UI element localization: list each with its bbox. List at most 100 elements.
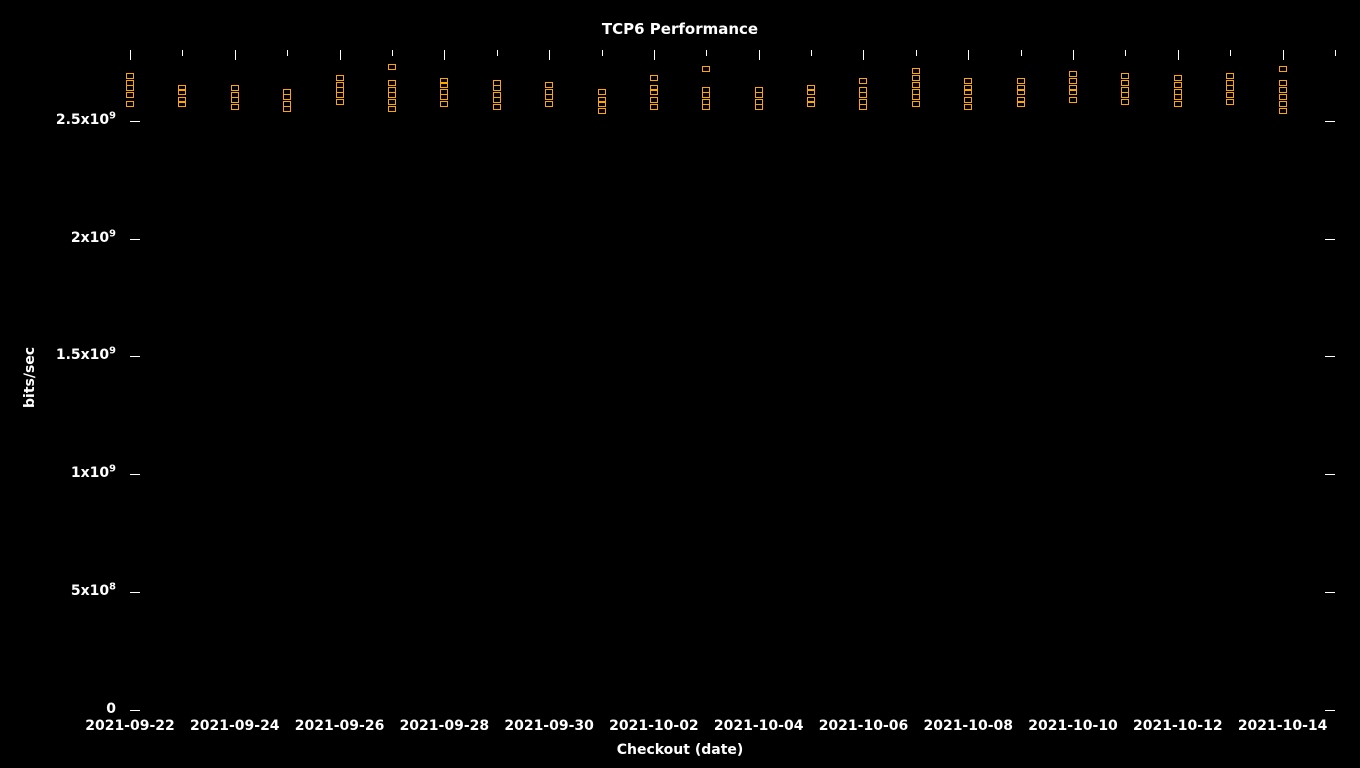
- x-tick-mark-major: [549, 50, 550, 60]
- data-marker: [1226, 80, 1234, 86]
- x-tick-mark-major: [968, 50, 969, 60]
- data-marker: [1069, 85, 1077, 91]
- data-marker: [283, 89, 291, 95]
- data-marker: [126, 80, 134, 86]
- data-marker: [1279, 87, 1287, 93]
- data-marker: [1279, 108, 1287, 114]
- x-tick-label: 2021-10-02: [609, 718, 699, 734]
- y-tick-mark: [130, 356, 140, 357]
- data-marker: [388, 99, 396, 105]
- data-marker: [964, 78, 972, 84]
- data-marker: [440, 89, 448, 95]
- data-marker: [598, 89, 606, 95]
- data-marker: [388, 106, 396, 112]
- y-tick-label: 5x108: [71, 583, 116, 599]
- data-marker: [1279, 101, 1287, 107]
- data-marker: [598, 108, 606, 114]
- data-marker: [1279, 66, 1287, 72]
- data-marker: [859, 87, 867, 93]
- data-marker: [964, 85, 972, 91]
- x-tick-mark-major: [1073, 50, 1074, 60]
- data-marker: [231, 85, 239, 91]
- data-marker: [912, 101, 920, 107]
- data-marker: [178, 85, 186, 91]
- x-tick-mark-minor: [602, 50, 603, 56]
- data-marker: [1069, 78, 1077, 84]
- data-marker: [493, 104, 501, 110]
- data-marker: [126, 92, 134, 98]
- x-tick-label: 2021-09-24: [190, 718, 280, 734]
- x-tick-mark-major: [759, 50, 760, 60]
- data-marker: [1279, 80, 1287, 86]
- data-marker: [1017, 78, 1025, 84]
- data-marker: [493, 92, 501, 98]
- data-marker: [231, 104, 239, 110]
- x-tick-mark-minor: [706, 50, 707, 56]
- data-marker: [702, 99, 710, 105]
- data-marker: [859, 78, 867, 84]
- data-marker: [650, 104, 658, 110]
- data-marker: [1069, 97, 1077, 103]
- y-tick-mark: [130, 474, 140, 475]
- data-marker: [440, 101, 448, 107]
- y-tick-mark-right: [1325, 239, 1335, 240]
- x-tick-mark-major: [863, 50, 864, 60]
- data-marker: [1121, 87, 1129, 93]
- data-marker: [545, 89, 553, 95]
- chart-title: TCP6 Performance: [0, 20, 1360, 38]
- x-tick-label: 2021-10-12: [1133, 718, 1223, 734]
- x-tick-mark-major: [130, 50, 131, 60]
- x-tick-mark-minor: [916, 50, 917, 56]
- data-marker: [702, 66, 710, 72]
- x-axis-label: Checkout (date): [0, 742, 1360, 758]
- data-marker: [912, 89, 920, 95]
- x-tick-mark-minor: [287, 50, 288, 56]
- x-tick-mark-minor: [1335, 50, 1336, 56]
- x-tick-label: 2021-10-06: [819, 718, 909, 734]
- data-marker: [1174, 82, 1182, 88]
- x-tick-mark-major: [1283, 50, 1284, 60]
- data-marker: [1017, 85, 1025, 91]
- x-tick-mark-major: [340, 50, 341, 60]
- data-marker: [440, 78, 448, 84]
- data-marker: [336, 99, 344, 105]
- y-tick-label: 2x109: [71, 230, 116, 246]
- data-marker: [336, 75, 344, 81]
- x-tick-label: 2021-10-14: [1238, 718, 1328, 734]
- x-tick-mark-major: [444, 50, 445, 60]
- x-tick-mark-minor: [1230, 50, 1231, 56]
- x-tick-mark-minor: [1125, 50, 1126, 56]
- x-tick-label: 2021-10-08: [923, 718, 1013, 734]
- data-marker: [650, 75, 658, 81]
- data-marker: [545, 101, 553, 107]
- data-marker: [807, 97, 815, 103]
- data-marker: [964, 97, 972, 103]
- data-marker: [493, 80, 501, 86]
- y-tick-mark-right: [1325, 121, 1335, 122]
- x-tick-label: 2021-09-30: [504, 718, 594, 734]
- data-marker: [1121, 99, 1129, 105]
- data-marker: [1017, 97, 1025, 103]
- y-tick-mark: [130, 710, 140, 711]
- data-marker: [859, 99, 867, 105]
- data-marker: [1069, 71, 1077, 77]
- x-tick-label: 2021-09-28: [400, 718, 490, 734]
- data-marker: [388, 64, 396, 70]
- data-marker: [964, 104, 972, 110]
- x-tick-mark-major: [1178, 50, 1179, 60]
- y-tick-mark-right: [1325, 592, 1335, 593]
- data-marker: [126, 101, 134, 107]
- data-marker: [702, 87, 710, 93]
- data-marker: [1226, 99, 1234, 105]
- y-axis-label: bits/sec: [22, 348, 38, 408]
- y-tick-label: 0: [106, 701, 116, 717]
- x-tick-mark-minor: [497, 50, 498, 56]
- data-marker: [283, 101, 291, 107]
- data-marker: [126, 73, 134, 79]
- x-tick-mark-major: [235, 50, 236, 60]
- data-marker: [755, 99, 763, 105]
- x-tick-mark-minor: [392, 50, 393, 56]
- y-tick-mark: [130, 239, 140, 240]
- data-marker: [1279, 94, 1287, 100]
- x-tick-label: 2021-10-04: [714, 718, 804, 734]
